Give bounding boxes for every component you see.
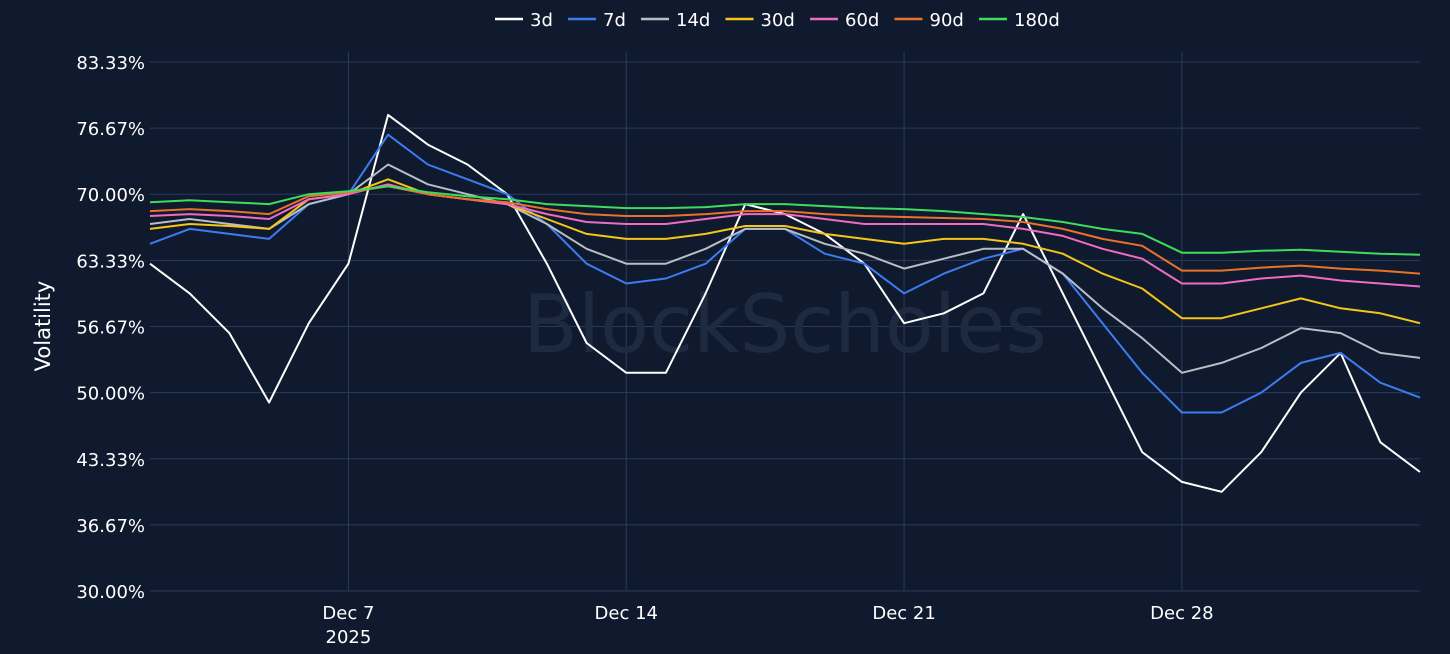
legend-label: 30d <box>761 10 795 31</box>
legend-label: 3d <box>530 10 553 31</box>
watermark-text: BlockScholes <box>523 278 1047 371</box>
x-tick-label: Dec 28 <box>1150 603 1213 624</box>
legend-label: 14d <box>676 10 710 31</box>
y-tick-label: 50.00% <box>76 384 145 405</box>
legend-item-60d[interactable]: 60d <box>810 10 879 31</box>
legend-item-14d[interactable]: 14d <box>641 10 710 31</box>
y-tick-label: 30.00% <box>76 582 145 603</box>
x-tick-label: Dec 21 <box>872 603 935 624</box>
y-tick-label: 70.00% <box>76 185 145 206</box>
y-tick-label: 56.67% <box>76 317 145 338</box>
legend-item-7d[interactable]: 7d <box>568 10 626 31</box>
y-axis-label: Volatility <box>31 281 55 372</box>
legend-label: 180d <box>1014 10 1060 31</box>
x-tick-label: Dec 14 <box>595 603 658 624</box>
y-tick-label: 63.33% <box>76 251 145 272</box>
x-axis: Dec 7 2025 Dec 14 Dec 21 Dec 28 <box>322 603 1213 648</box>
legend-label: 7d <box>603 10 626 31</box>
legend-item-180d[interactable]: 180d <box>979 10 1060 31</box>
x-tick-sublabel: 2025 <box>326 627 372 648</box>
x-tick-label: Dec 7 <box>322 603 374 624</box>
y-tick-label: 43.33% <box>76 450 145 471</box>
legend-item-30d[interactable]: 30d <box>726 10 795 31</box>
y-tick-label: 76.67% <box>76 119 145 140</box>
y-axis: 30.00% 36.67% 43.33% 50.00% 56.67% 63.33% 70.0… <box>76 53 145 603</box>
series-60d <box>150 184 1420 286</box>
legend-label: 60d <box>845 10 879 31</box>
legend-item-90d[interactable]: 90d <box>895 10 964 31</box>
y-tick-label: 36.67% <box>76 516 145 537</box>
legend: 3d 7d 14d 30d 60d 90d 180d <box>495 10 1060 31</box>
series-line-60d <box>150 184 1420 286</box>
legend-label: 90d <box>930 10 964 31</box>
legend-item-3d[interactable]: 3d <box>495 10 553 31</box>
y-tick-label: 83.33% <box>76 53 145 74</box>
